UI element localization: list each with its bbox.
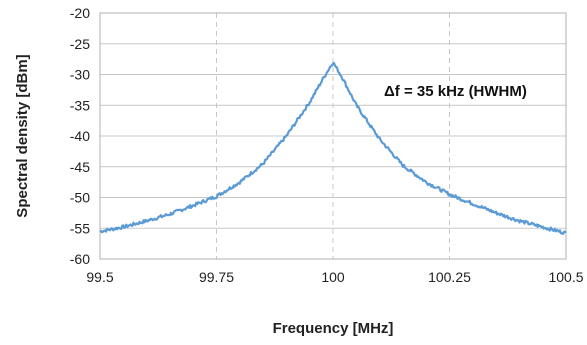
y-axis-title: Spectral density [dBm] — [14, 54, 31, 217]
plot-area-border — [99, 12, 567, 260]
y-tick-label: -20 — [70, 5, 90, 21]
x-tick-label: 100 — [321, 269, 345, 285]
y-axis-tick-labels: -20 -25 -30 -35 -40 -45 -50 -55 -60 — [70, 5, 90, 267]
plot-frame — [99, 12, 567, 260]
x-tick-label: 100.5 — [548, 269, 583, 285]
grid — [100, 12, 566, 260]
x-axis-title: Frequency [MHz] — [273, 320, 394, 337]
x-tick-label: 99.75 — [199, 269, 234, 285]
y-tick-label: -35 — [70, 97, 90, 113]
series-layer — [99, 61, 567, 236]
y-tick-label: -25 — [70, 36, 90, 52]
y-tick-label: -50 — [70, 190, 90, 206]
hwhm-annotation: Δf = 35 kHz (HWHM) — [384, 83, 527, 100]
y-tick-label: -60 — [70, 251, 90, 267]
y-tick-label: -55 — [70, 220, 90, 236]
x-tick-label: 100.25 — [428, 269, 471, 285]
y-tick-label: -40 — [70, 128, 90, 144]
y-tick-label: -30 — [70, 67, 90, 83]
y-tick-label: -45 — [70, 159, 90, 175]
x-axis-tick-labels: 99.5 99.75 100 100.25 100.5 — [86, 269, 583, 285]
spectrum-series-line — [99, 61, 567, 236]
x-tick-label: 99.5 — [86, 269, 113, 285]
